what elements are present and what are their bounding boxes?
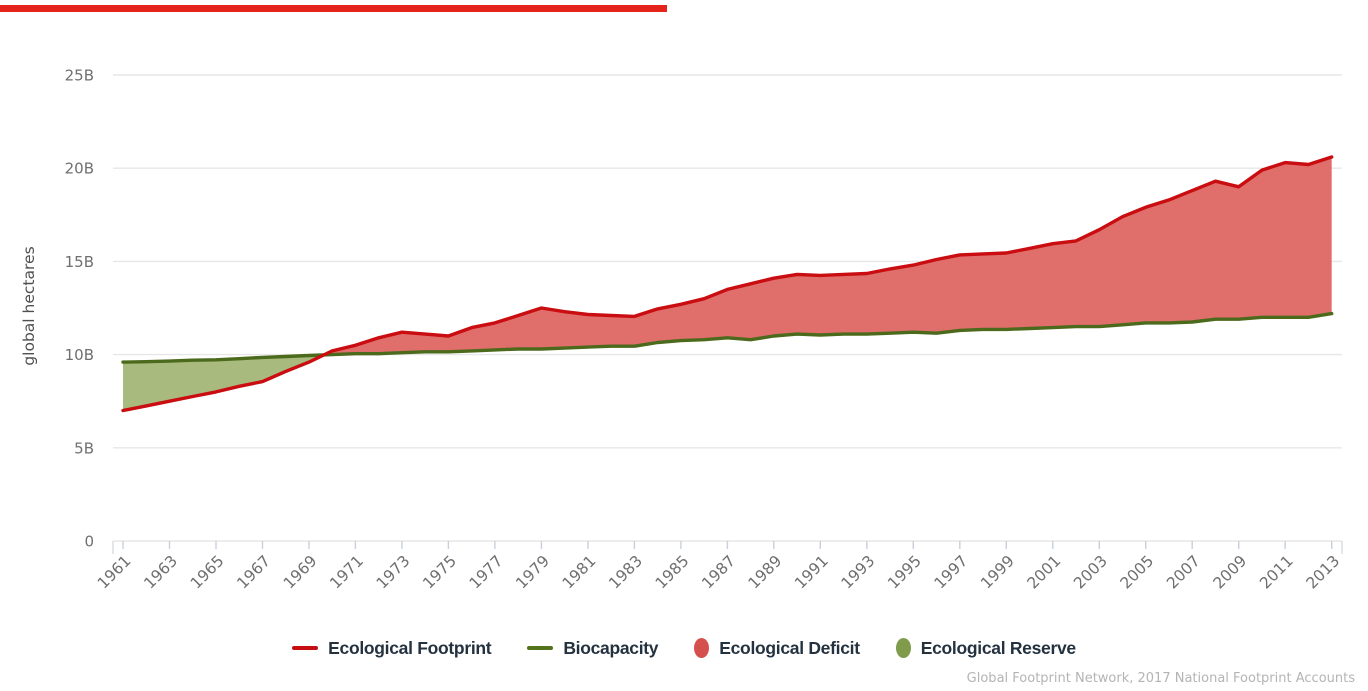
ecological-reserve-area	[123, 354, 324, 411]
x-tick-label: 2009	[1210, 552, 1251, 593]
x-tick-label: 1971	[326, 552, 367, 593]
legend-item-ecological-deficit[interactable]: Ecological Deficit	[694, 637, 860, 659]
attribution-text: Global Footprint Network, 2017 National …	[966, 671, 1355, 686]
x-tick-label: 2011	[1256, 552, 1297, 593]
legend-item-ecological-footprint[interactable]: Ecological Footprint	[292, 637, 492, 659]
x-tick-label: 1983	[605, 552, 646, 593]
y-tick-label: 25B	[65, 67, 94, 85]
y-tick-label: 15B	[65, 253, 94, 271]
y-tick-label: 10B	[65, 346, 94, 364]
x-tick-label: 1989	[745, 552, 786, 593]
area-layer	[123, 157, 1332, 411]
legend-label-ecological-deficit: Ecological Deficit	[719, 637, 860, 658]
y-tick-label: 0	[84, 533, 94, 551]
x-tick-label: 1981	[559, 552, 600, 593]
chart-legend: Ecological Footprint Biocapacity Ecologi…	[0, 631, 1368, 665]
x-tick-label: 1963	[140, 552, 181, 593]
legend-label-ecological-footprint: Ecological Footprint	[328, 637, 492, 658]
legend-label-biocapacity: Biocapacity	[563, 637, 659, 658]
x-tick-label: 1973	[373, 552, 414, 593]
x-tick-label: 1995	[884, 552, 925, 593]
ecological-reserve-circle-swatch	[895, 638, 911, 658]
line-layer	[121, 155, 1334, 413]
legend-item-biocapacity[interactable]: Biocapacity	[527, 637, 659, 659]
biocapacity-line-swatch	[527, 645, 554, 651]
x-tick-label: 1993	[838, 552, 879, 593]
ecological-footprint-line-swatch	[292, 645, 319, 651]
x-tick-label: 1985	[652, 552, 693, 593]
x-tick-label: 2007	[1163, 552, 1204, 593]
x-tick-label: 2005	[1117, 552, 1158, 593]
x-tick-label: 1969	[280, 552, 321, 593]
x-tick-label: 1987	[698, 552, 739, 593]
x-tick-label: 1961	[94, 552, 135, 593]
ecological-deficit-area	[323, 157, 1332, 355]
x-tick-label: 1965	[187, 552, 228, 593]
loading-progress-bar	[0, 5, 667, 12]
y-tick-label: 20B	[65, 160, 94, 178]
x-tick-label: 1977	[466, 552, 507, 593]
x-tick-label: 1991	[791, 552, 832, 593]
ecological-deficit-circle-swatch	[694, 638, 710, 658]
x-tick-label: 2003	[1070, 552, 1111, 593]
y-tick-label: 5B	[74, 439, 94, 457]
x-tick-label: 1975	[419, 552, 460, 593]
legend-item-ecological-reserve[interactable]: Ecological Reserve	[895, 637, 1076, 659]
x-tick-label: 1967	[233, 552, 274, 593]
x-tick-label: 2001	[1024, 552, 1065, 593]
legend-label-ecological-reserve: Ecological Reserve	[920, 637, 1076, 658]
ecological-footprint-line	[121, 155, 1334, 413]
x-tick-label: 1997	[931, 552, 972, 593]
x-tick-label: 1979	[512, 552, 553, 593]
y-axis-title: global hectares	[20, 246, 38, 365]
x-tick-label: 2013	[1303, 552, 1344, 593]
x-tick-label: 1999	[977, 552, 1018, 593]
